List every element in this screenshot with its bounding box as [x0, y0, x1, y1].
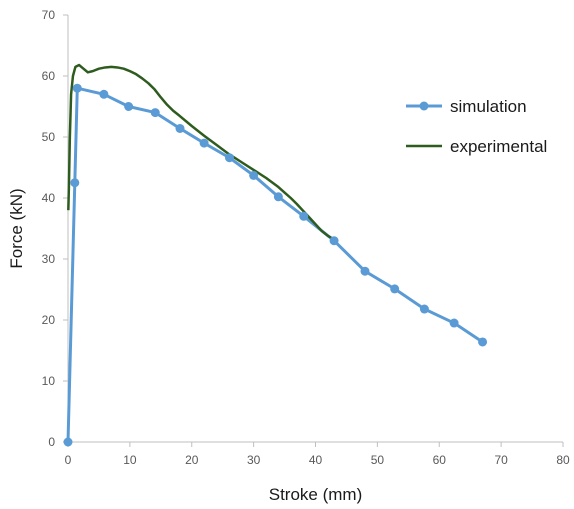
legend-label-experimental: experimental [450, 137, 547, 156]
y-tick-label: 30 [42, 252, 56, 266]
legend-item-simulation: simulation [406, 97, 527, 116]
x-tick-label: 20 [185, 453, 199, 467]
x-tick-label: 80 [556, 453, 570, 467]
data-point-simulation [199, 138, 209, 148]
y-tick-label: 60 [42, 69, 56, 83]
data-point-simulation [224, 153, 234, 163]
data-point-simulation [63, 437, 73, 447]
data-point-simulation [175, 123, 185, 133]
data-point-simulation [360, 266, 370, 276]
series-layer [63, 63, 488, 447]
y-tick-label: 20 [42, 313, 56, 327]
data-point-simulation [390, 284, 400, 294]
chart-legend: simulation experimental [406, 97, 547, 156]
data-point-simulation [449, 318, 459, 328]
x-axis-title: Stroke (mm) [269, 485, 363, 504]
y-tick-label: 0 [48, 435, 55, 449]
y-axis-title: Force (kN) [7, 188, 26, 268]
legend-item-experimental: experimental [406, 137, 547, 156]
y-tick-label: 70 [42, 8, 56, 22]
data-point-simulation [99, 89, 109, 99]
x-tick-label: 60 [433, 453, 447, 467]
data-point-simulation [273, 192, 283, 202]
x-tick-label: 40 [309, 453, 323, 467]
data-point-simulation [124, 102, 134, 111]
data-point-simulation [72, 83, 82, 93]
x-tick-label: 10 [123, 453, 137, 467]
x-tick-label: 50 [371, 453, 385, 467]
data-point-simulation [329, 236, 339, 246]
y-tick-label: 40 [42, 191, 56, 205]
data-point-simulation [299, 211, 309, 221]
data-point-simulation [70, 178, 80, 188]
series-line-experimental [67, 63, 335, 241]
data-point-simulation [478, 337, 488, 347]
data-point-simulation [249, 170, 259, 180]
data-point-simulation [419, 304, 429, 314]
x-tick-label: 70 [494, 453, 508, 467]
y-axis-ticks: 0 10 20 30 40 50 60 70 [42, 8, 68, 449]
legend-simulation-swatch-marker [419, 101, 429, 111]
legend-label-simulation: simulation [450, 97, 527, 116]
y-tick-label: 50 [42, 130, 56, 144]
x-tick-label: 0 [65, 453, 72, 467]
y-tick-label: 10 [42, 374, 56, 388]
x-axis-ticks: 0 10 20 30 40 50 60 70 80 [65, 442, 570, 467]
series-line-simulation [66, 86, 484, 443]
x-tick-label: 30 [247, 453, 261, 467]
data-point-simulation [150, 108, 160, 118]
